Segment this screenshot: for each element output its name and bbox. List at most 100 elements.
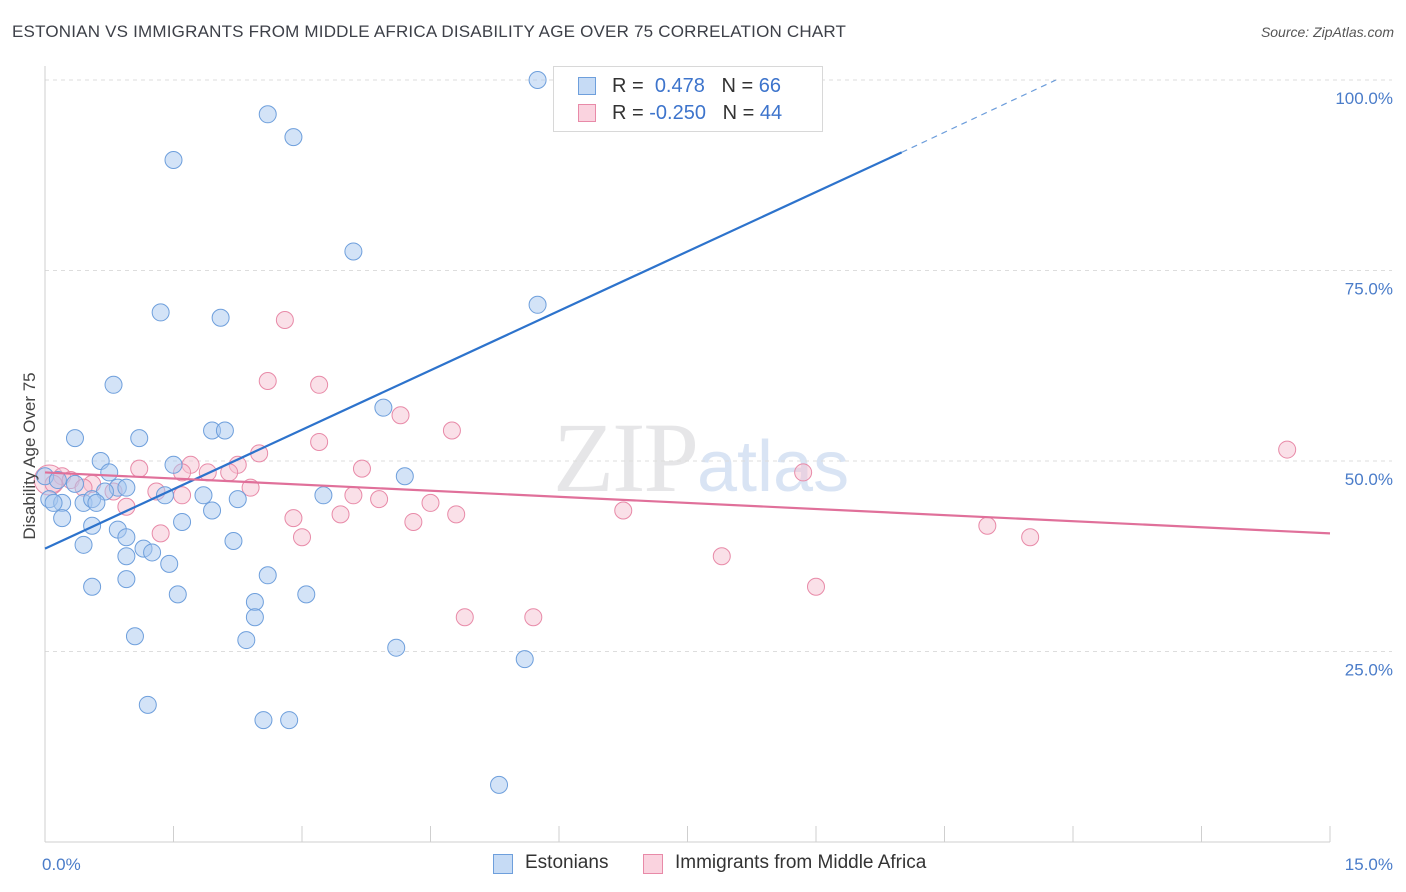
estonians-point bbox=[203, 501, 222, 520]
y-tick-label: 25.0% bbox=[1345, 661, 1393, 680]
watermark-zip: ZIP bbox=[553, 402, 699, 513]
estonians-point bbox=[100, 463, 119, 482]
estonians-point bbox=[224, 532, 243, 551]
legend: Estonians Immigrants from Middle Africa bbox=[0, 850, 1406, 878]
legend-swatch-blue bbox=[493, 854, 513, 874]
estonians-point bbox=[374, 398, 393, 417]
y-tick-label: 100.0% bbox=[1335, 89, 1393, 108]
estonians-point bbox=[138, 695, 157, 714]
immigrants-point bbox=[447, 505, 466, 524]
estonians-point bbox=[74, 535, 93, 554]
stats-swatch-blue bbox=[578, 77, 596, 95]
immigrants-point bbox=[370, 490, 389, 509]
estonians-point bbox=[228, 490, 247, 509]
immigrants-point bbox=[344, 486, 363, 505]
estonians-point bbox=[83, 577, 102, 596]
r-value: 0.478 bbox=[654, 75, 705, 97]
immigrants-point bbox=[442, 421, 461, 440]
estonians-point bbox=[164, 151, 183, 170]
estonians-point bbox=[117, 478, 136, 497]
n-label: N = bbox=[721, 75, 754, 97]
immigrants-point bbox=[524, 608, 543, 627]
estonians-point bbox=[117, 570, 136, 589]
estonians-point bbox=[258, 566, 277, 585]
r-label: R = bbox=[612, 75, 644, 97]
immigrants-point bbox=[284, 509, 303, 528]
estonians-point bbox=[160, 554, 179, 573]
estonians-point bbox=[104, 375, 123, 394]
estonians-point bbox=[65, 429, 84, 448]
y-tick-label: 75.0% bbox=[1345, 280, 1393, 299]
estonians-point bbox=[48, 471, 67, 490]
estonians-point bbox=[254, 711, 273, 730]
estonians-point bbox=[194, 486, 213, 505]
immigrants-point bbox=[794, 463, 813, 482]
estonians-point bbox=[387, 638, 406, 657]
estonians-point bbox=[53, 509, 72, 528]
immigrants-point bbox=[310, 375, 329, 394]
estonians-point bbox=[245, 592, 264, 611]
estonians-point bbox=[297, 585, 316, 604]
estonians-point bbox=[130, 429, 149, 448]
immigrants-point bbox=[275, 311, 294, 330]
estonians-point bbox=[164, 455, 183, 474]
immigrants-point bbox=[712, 547, 731, 566]
n-value: 44 bbox=[759, 102, 783, 124]
estonians-point bbox=[173, 512, 192, 531]
estonians-point bbox=[87, 493, 106, 512]
immigrants-points bbox=[33, 311, 1297, 627]
chart-title: ESTONIAN VS IMMIGRANTS FROM MIDDLE AFRIC… bbox=[12, 22, 847, 41]
estonians-point bbox=[284, 128, 303, 147]
x-tick-label-min: 0.0% bbox=[42, 855, 81, 874]
immigrants-point bbox=[310, 432, 329, 451]
estonians-point bbox=[344, 242, 363, 261]
r-label: R = bbox=[612, 102, 644, 124]
estonians-point bbox=[490, 775, 509, 794]
estonians-point bbox=[143, 543, 162, 562]
immigrants-point bbox=[978, 516, 997, 535]
estonians-point bbox=[215, 421, 234, 440]
immigrants-point bbox=[130, 459, 149, 478]
immigrants-point bbox=[352, 459, 371, 478]
watermark: ZIPatlas bbox=[553, 400, 849, 515]
estonians-point bbox=[117, 547, 136, 566]
grid-lines bbox=[45, 79, 1392, 652]
estonians-point bbox=[280, 711, 299, 730]
axes bbox=[44, 66, 1331, 843]
immigrants-point bbox=[807, 577, 825, 596]
estonians-point bbox=[117, 528, 136, 547]
immigrants-point bbox=[455, 608, 474, 627]
estonians-trend-extension bbox=[901, 79, 1057, 153]
estonians-point bbox=[125, 627, 144, 646]
estonians-point bbox=[65, 474, 84, 493]
stats-swatch-pink bbox=[578, 104, 596, 122]
estonians-point bbox=[151, 303, 170, 322]
immigrants-point bbox=[1021, 528, 1040, 547]
estonians-trend-line bbox=[44, 151, 903, 550]
estonians-point bbox=[515, 650, 534, 669]
trend-lines bbox=[44, 79, 1331, 550]
estonians-point bbox=[245, 608, 264, 627]
immigrants-point bbox=[258, 371, 277, 390]
immigrants-trend-line bbox=[44, 471, 1331, 535]
n-value: 66 bbox=[758, 75, 782, 97]
estonians-point bbox=[168, 585, 187, 604]
y-axis-title: Disability Age Over 75 bbox=[20, 372, 39, 539]
immigrants-point bbox=[1278, 440, 1297, 459]
immigrants-point bbox=[331, 505, 350, 524]
estonians-point bbox=[44, 493, 63, 512]
tick-labels: 25.0% 50.0% 75.0% 100.0% 0.0% 15.0% bbox=[42, 89, 1393, 874]
legend-label: Estonians bbox=[525, 852, 609, 873]
immigrants-point bbox=[614, 501, 633, 520]
estonians-point bbox=[237, 631, 256, 650]
r-value: -0.250 bbox=[649, 102, 706, 124]
immigrants-point bbox=[293, 528, 311, 547]
estonians-point bbox=[395, 467, 414, 486]
n-label: N = bbox=[722, 102, 755, 124]
estonians-point bbox=[528, 71, 547, 89]
estonians-points bbox=[36, 71, 680, 794]
estonians-point bbox=[211, 308, 230, 327]
immigrants-point bbox=[151, 524, 170, 543]
stats-box: R = 0.478 N = 66 R = -0.250 N = 44 bbox=[553, 66, 823, 132]
